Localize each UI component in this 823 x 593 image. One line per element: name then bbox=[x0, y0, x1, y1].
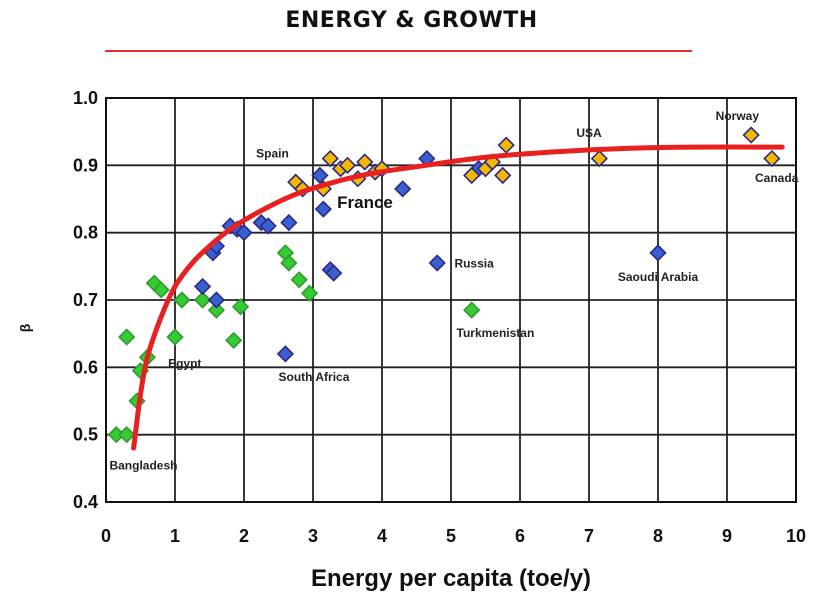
blue-data-point bbox=[314, 200, 332, 218]
gold-data-point bbox=[494, 166, 512, 185]
annotation-label: Egypt bbox=[168, 356, 201, 370]
gold-data-point bbox=[742, 126, 760, 144]
chart-title: ENERGY & GROWTH bbox=[285, 8, 538, 33]
x-tick-label: 2 bbox=[239, 526, 249, 546]
y-tick-label: 1.0 bbox=[73, 88, 98, 108]
gold-data-point bbox=[590, 149, 608, 168]
blue-data-point bbox=[193, 277, 212, 296]
annotation-label: South Africa bbox=[279, 370, 350, 384]
annotations: Spain France USA Norway Canada Russia Saoudi A… bbox=[109, 109, 798, 472]
x-axis-label: Energy per capita (toe/y) bbox=[311, 565, 591, 592]
blue-data-point bbox=[235, 224, 253, 242]
blue-data-point bbox=[428, 254, 446, 272]
green-data-point bbox=[225, 331, 243, 350]
y-tick-label: 0.6 bbox=[73, 357, 98, 377]
blue-data-point bbox=[325, 264, 343, 282]
x-tick-label: 7 bbox=[584, 526, 594, 546]
green-data-point bbox=[207, 301, 226, 319]
annotation-label: USA bbox=[576, 126, 602, 140]
blue-data-point bbox=[259, 217, 277, 235]
y-tick-label: 0.7 bbox=[73, 290, 98, 310]
x-tick-label: 6 bbox=[515, 526, 525, 546]
blue-data-point bbox=[394, 180, 412, 198]
y-tick-label: 0.5 bbox=[73, 425, 98, 445]
blue-data-point bbox=[311, 166, 329, 185]
annotation-label: Russia bbox=[454, 257, 494, 271]
green-data-point bbox=[118, 328, 136, 346]
x-tick-label: 3 bbox=[308, 526, 318, 546]
green-data-point bbox=[173, 291, 191, 309]
green-data-point bbox=[463, 301, 481, 319]
gold-data-point bbox=[338, 156, 357, 174]
x-tick-label: 10 bbox=[786, 526, 806, 546]
annotation-label: France bbox=[337, 193, 393, 212]
annotation-label: Spain bbox=[256, 146, 289, 160]
gold-data-point bbox=[763, 149, 781, 168]
green-data-point bbox=[118, 426, 136, 444]
gold-data-point bbox=[321, 149, 339, 168]
gold-data-point bbox=[497, 136, 515, 154]
gold-data-point bbox=[356, 153, 374, 171]
green-data-point bbox=[280, 254, 298, 272]
blue-data-point bbox=[649, 244, 667, 262]
x-tick-label: 5 bbox=[446, 526, 456, 546]
green-data-point bbox=[166, 328, 184, 346]
x-tick-label: 0 bbox=[101, 526, 111, 546]
green-data-point bbox=[300, 284, 319, 302]
blue-data-point bbox=[207, 291, 226, 309]
data-points bbox=[107, 126, 781, 444]
green-data-point bbox=[290, 271, 308, 289]
annotation-label: Saoudi Arabia bbox=[618, 270, 699, 284]
trend-curve bbox=[131, 144, 785, 451]
annotation-label: Canada bbox=[755, 171, 799, 185]
x-tick-label: 4 bbox=[377, 526, 387, 546]
annotation-label: Turkmenistan bbox=[457, 326, 535, 340]
green-data-point bbox=[231, 298, 250, 316]
y-tick-label: 0.8 bbox=[73, 223, 98, 243]
gold-data-point bbox=[463, 166, 481, 185]
green-data-point bbox=[193, 291, 212, 309]
y-tick-label: 0.4 bbox=[73, 492, 98, 512]
ticks: 0 1 2 3 4 5 6 7 8 9 10 0.4 0.5 0.6 0.7 0.8 0.9 1.0 bbox=[73, 88, 806, 546]
green-data-point bbox=[152, 281, 170, 299]
blue-data-point bbox=[280, 213, 298, 232]
blue-data-point bbox=[276, 345, 295, 363]
x-tick-label: 1 bbox=[170, 526, 180, 546]
y-tick-label: 0.9 bbox=[73, 155, 98, 175]
x-tick-label: 9 bbox=[722, 526, 732, 546]
y-axis-label: β bbox=[17, 323, 33, 332]
annotation-label: Norway bbox=[716, 109, 760, 123]
annotation-label: Bangladesh bbox=[109, 459, 177, 473]
plot-frame bbox=[105, 97, 797, 503]
x-tick-label: 8 bbox=[653, 526, 663, 546]
